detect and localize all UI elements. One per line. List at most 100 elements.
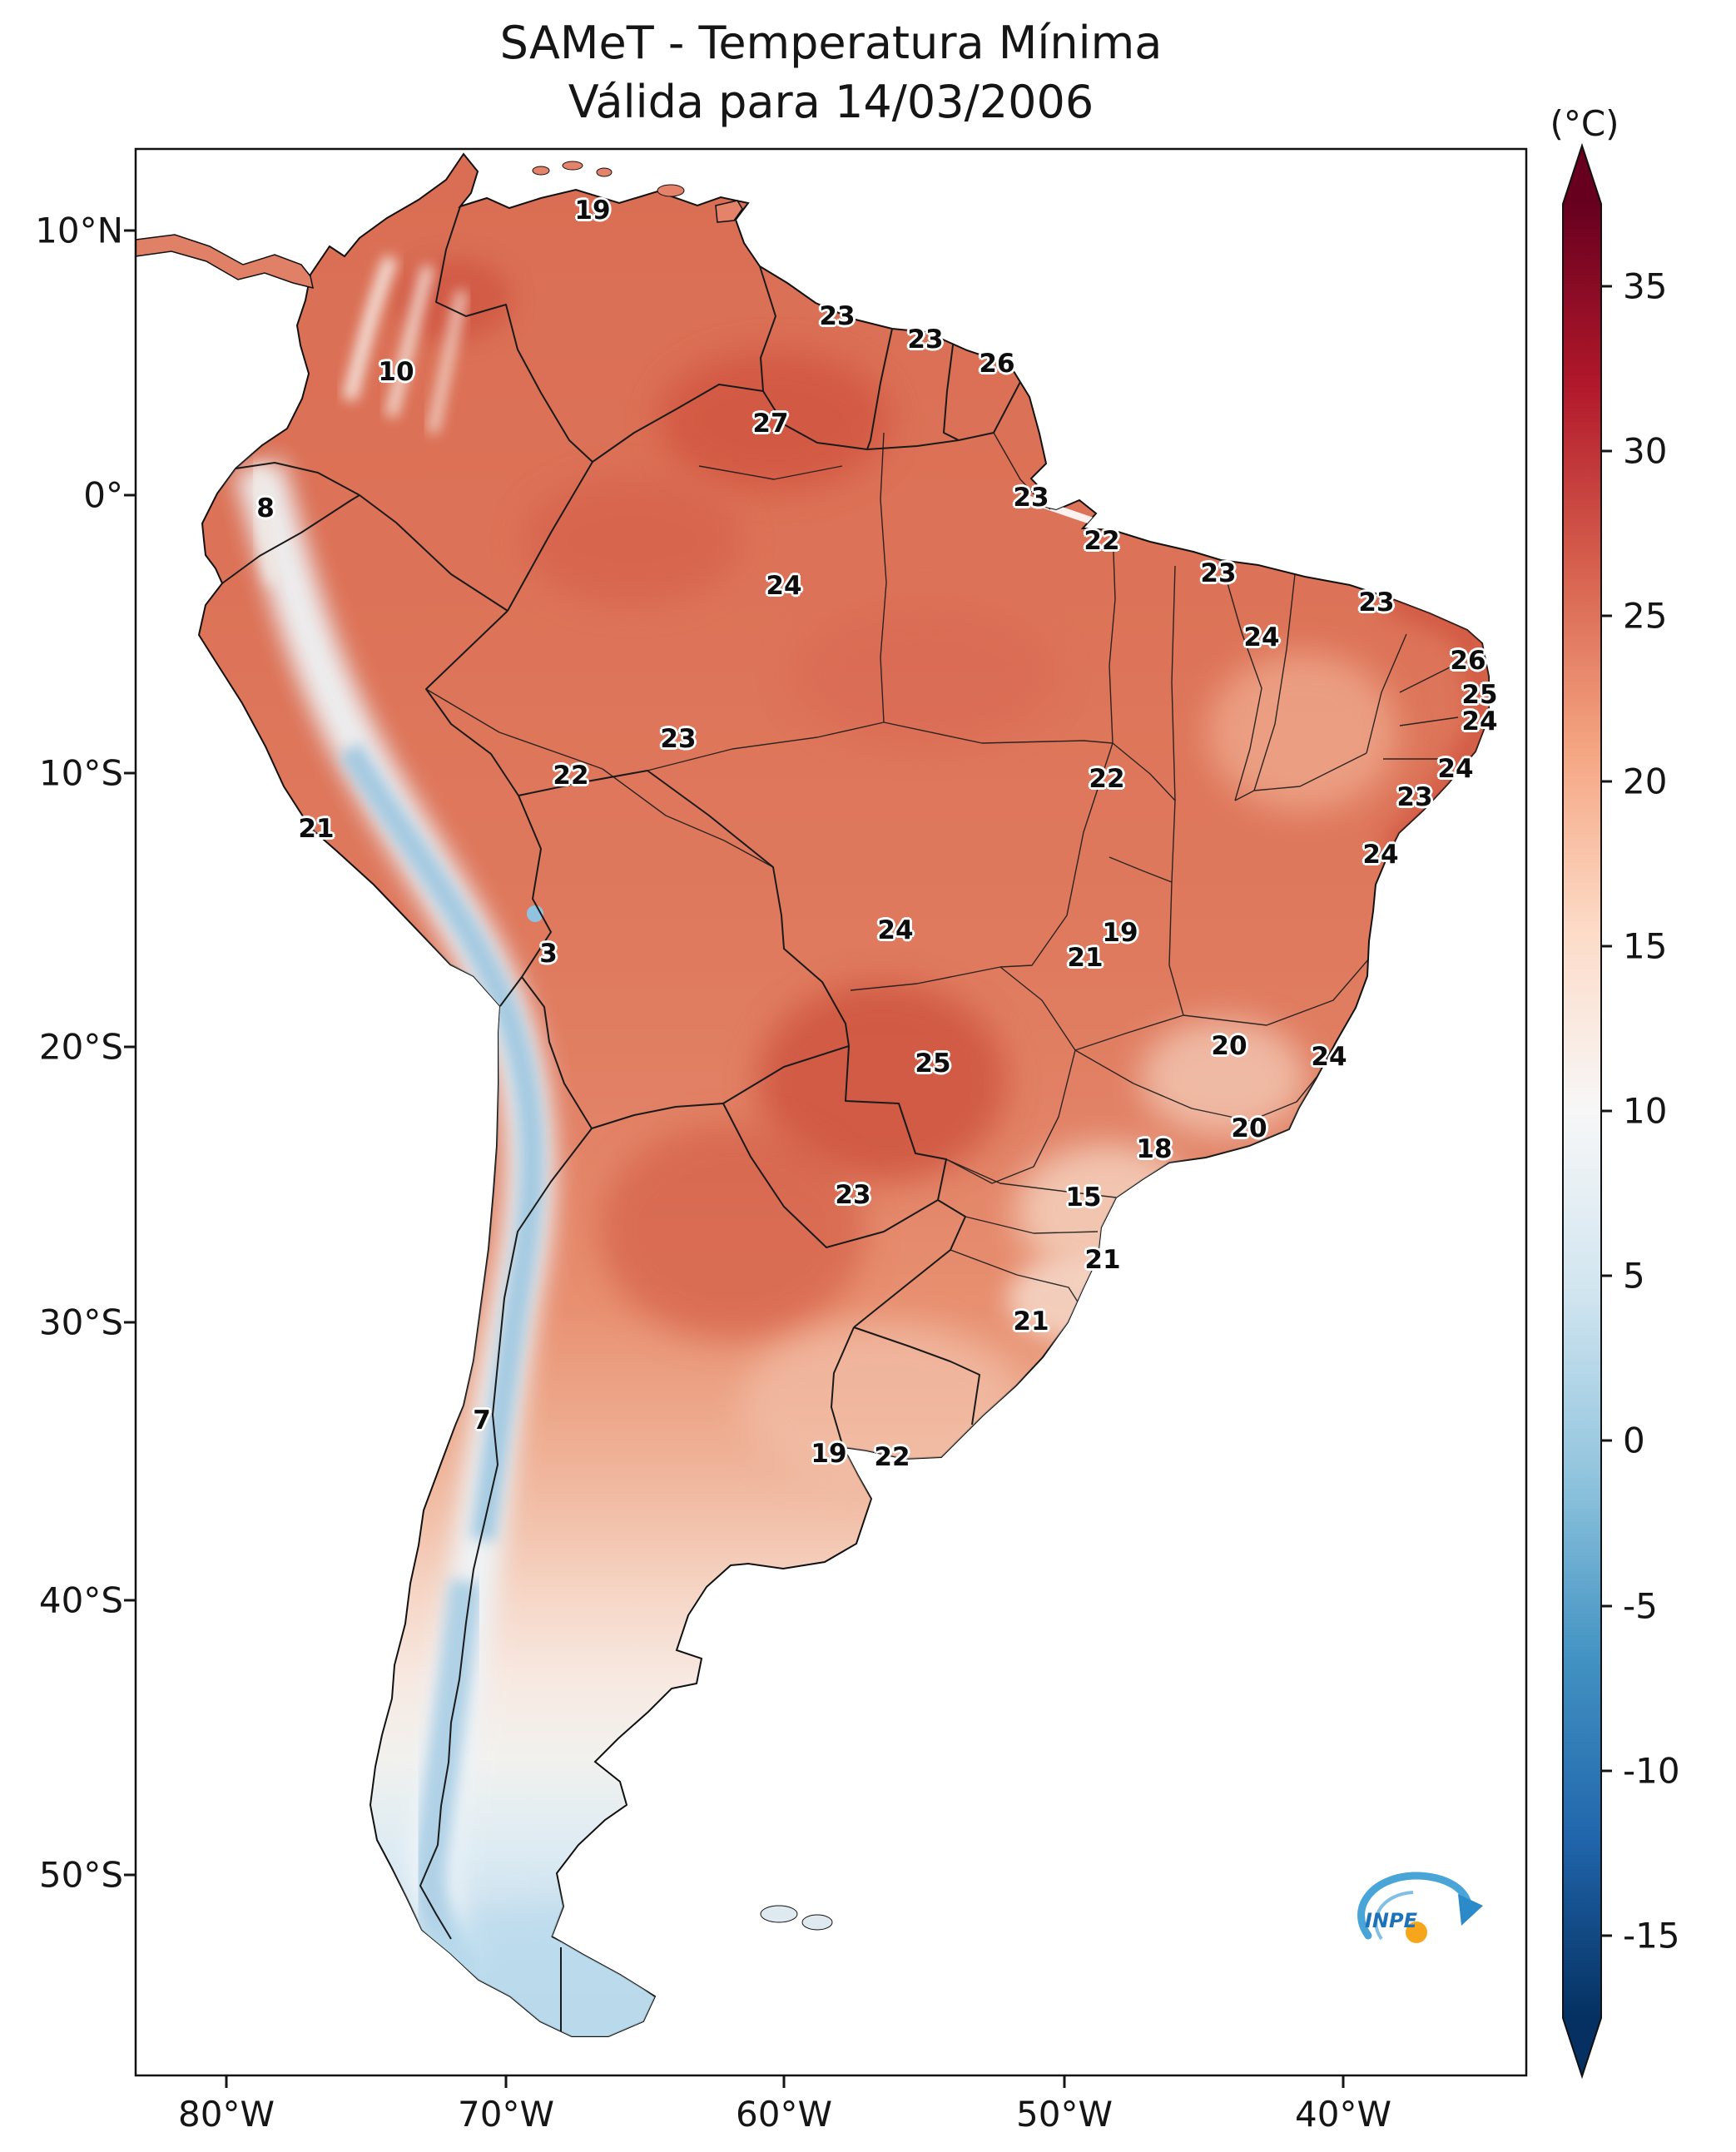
colorbar-tick-mark <box>1601 945 1612 948</box>
lat-tick-label: 40°S <box>38 1579 123 1621</box>
colorbar-tick-label: -15 <box>1623 1915 1680 1956</box>
colorbar-tick-mark <box>1601 780 1612 783</box>
title-line1: SAMeT - Temperatura Mínima <box>499 17 1163 69</box>
lon-tick-mark <box>782 2076 786 2088</box>
temperature-label: 19 <box>574 196 611 226</box>
colorbar-tick-label: 35 <box>1623 265 1668 307</box>
colorbar-tick-mark <box>1601 614 1612 617</box>
lon-tick-label: 70°W <box>458 2094 554 2135</box>
colorbar-tick-mark <box>1601 1934 1612 1937</box>
lon-tick-mark <box>504 2076 508 2088</box>
colorbar-tick-mark <box>1601 1439 1612 1442</box>
temperature-label: 24 <box>766 571 802 601</box>
islands <box>532 161 833 1931</box>
lon-tick-mark <box>1342 2076 1345 2088</box>
temperature-label: 24 <box>1311 1042 1347 1072</box>
temperature-label: 19 <box>1102 918 1138 948</box>
temperature-label: 23 <box>1200 558 1237 588</box>
temperature-label: 23 <box>660 724 697 754</box>
lat-tick-label: 20°S <box>38 1026 123 1068</box>
temperature-label: 23 <box>835 1180 871 1210</box>
temperature-label: 18 <box>1136 1134 1173 1164</box>
colorbar-tick-label: 30 <box>1623 430 1668 472</box>
inpe-logo-text: INPE <box>1365 1909 1418 1932</box>
lat-tick-mark <box>124 493 136 497</box>
temperature-label: 23 <box>1396 782 1433 812</box>
map-title: SAMeT - Temperatura Mínima Válida para 1… <box>136 13 1526 132</box>
temperature-label: 23 <box>819 301 856 331</box>
lat-tick-label: 10°N <box>35 210 123 251</box>
logo-inner-arc-icon <box>1374 1891 1414 1941</box>
temperature-label: 7 <box>473 1406 491 1435</box>
lat-tick-mark <box>124 1321 136 1324</box>
temperature-label: 24 <box>1461 707 1498 736</box>
temperature-label: 19 <box>811 1439 847 1469</box>
colorbar-tick-label: 0 <box>1623 1420 1645 1461</box>
lon-tick-label: 40°W <box>1295 2094 1391 2135</box>
temperature-label: 23 <box>1013 483 1049 513</box>
logo-swoosh-icon <box>1357 1872 1472 1940</box>
colorbar-unit-label: (°C) <box>1550 103 1619 144</box>
colorbar-tick-mark <box>1601 1274 1612 1277</box>
lon-tick-label: 50°W <box>1016 2094 1113 2135</box>
temperature-label: 24 <box>1362 840 1399 870</box>
colorbar <box>1562 142 1602 2080</box>
temperature-label: 21 <box>1084 1245 1121 1275</box>
colorbar-tick-mark <box>1601 1769 1612 1773</box>
temperature-label: 23 <box>1358 588 1395 617</box>
inpe-logo: INPE <box>1337 1849 1490 1976</box>
colorbar-tick-label: 10 <box>1623 1090 1668 1132</box>
temperature-label: 10 <box>378 357 414 387</box>
temperature-label: 26 <box>979 349 1015 379</box>
lat-tick-mark <box>124 771 136 775</box>
lat-tick-mark <box>124 1873 136 1877</box>
panama-strip <box>135 234 314 290</box>
title-line2: Válida para 14/03/2006 <box>568 76 1094 129</box>
lat-tick-label: 30°S <box>38 1302 123 1343</box>
logo-orange-ball-icon <box>1406 1921 1427 1943</box>
colorbar-tick-mark <box>1601 449 1612 453</box>
temperature-label: 22 <box>874 1442 910 1472</box>
temperature-label: 22 <box>1089 764 1125 794</box>
temperature-label: 25 <box>1461 680 1498 710</box>
colorbar-tick-mark <box>1601 285 1612 288</box>
colorbar-tick-label: 25 <box>1623 595 1668 637</box>
temperature-label: 20 <box>1211 1031 1247 1061</box>
temperature-label: 20 <box>1231 1113 1267 1143</box>
temperature-label: 8 <box>256 493 275 523</box>
lat-tick-label: 10°S <box>38 752 123 794</box>
colorbar-tick-label: -5 <box>1623 1585 1658 1627</box>
temperature-label: 21 <box>298 814 335 844</box>
temperature-label: 22 <box>1084 526 1120 556</box>
colorbar-tick-mark <box>1601 1109 1612 1113</box>
lon-tick-mark <box>1063 2076 1066 2088</box>
lon-tick-mark <box>225 2076 228 2088</box>
temperature-label: 26 <box>1450 646 1486 676</box>
temperature-label: 24 <box>1437 754 1474 784</box>
lon-tick-label: 80°W <box>178 2094 275 2135</box>
colorbar-tick-mark <box>1601 1604 1612 1608</box>
temperature-label: 15 <box>1065 1183 1102 1212</box>
lon-tick-label: 60°W <box>736 2094 832 2135</box>
temperature-label: 3 <box>539 939 558 969</box>
lat-tick-label: 50°S <box>38 1854 123 1896</box>
lat-tick-mark <box>124 1599 136 1602</box>
logo-arrow-icon <box>1458 1894 1483 1926</box>
temperature-label: 23 <box>907 325 944 355</box>
colorbar-tick-label: 20 <box>1623 761 1668 802</box>
temperature-label: 27 <box>752 409 789 439</box>
temperature-label: 21 <box>1067 943 1104 973</box>
temperature-label: 25 <box>915 1049 951 1078</box>
temperature-label: 22 <box>553 761 589 791</box>
temperature-label: 24 <box>1243 622 1280 652</box>
lat-tick-mark <box>124 1045 136 1049</box>
colorbar-tick-label: 15 <box>1623 925 1668 967</box>
temperature-label: 21 <box>1013 1307 1049 1336</box>
lat-tick-label: 0° <box>83 474 123 516</box>
state-borders <box>425 432 1459 1304</box>
colorbar-tick-label: -10 <box>1623 1750 1680 1792</box>
temperature-label: 24 <box>877 915 914 945</box>
temperature-field-overlays <box>221 206 1489 2036</box>
